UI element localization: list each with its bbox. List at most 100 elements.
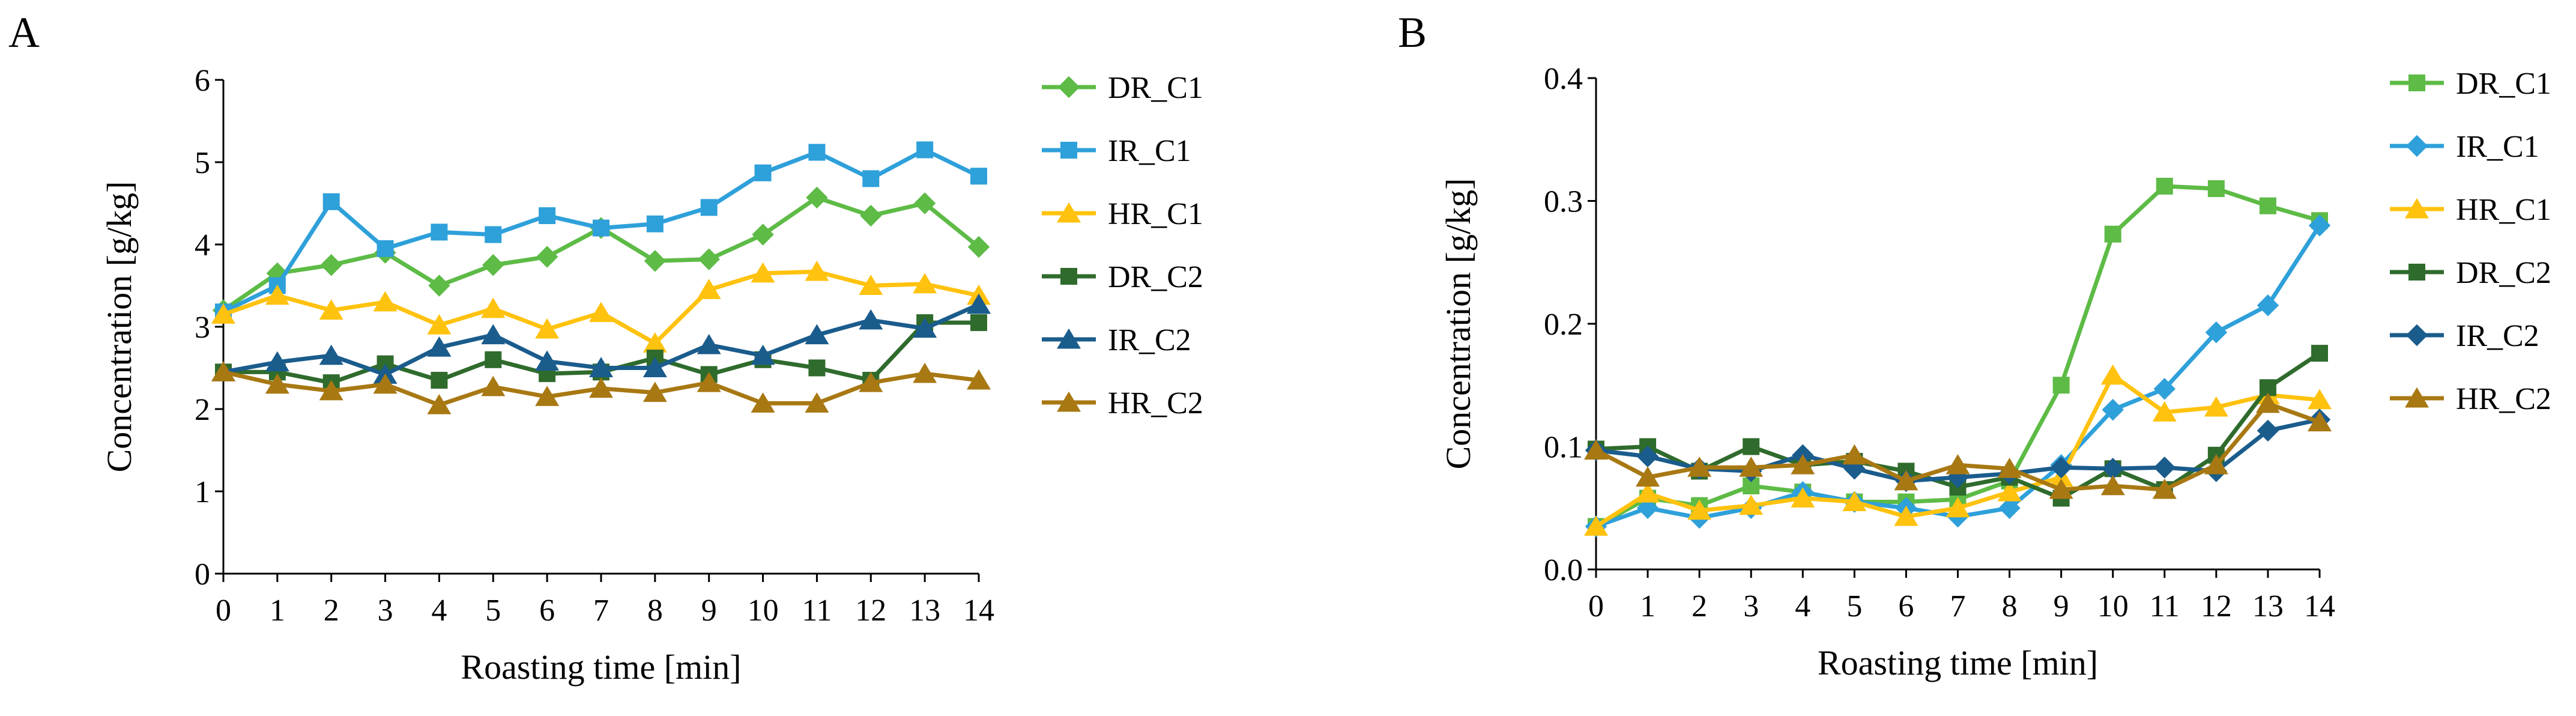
data-point [265,373,289,394]
panel-label: A [8,8,40,56]
x-tick-label: 5 [1846,589,1862,623]
data-point [1791,487,1815,508]
data-point [536,246,558,268]
data-point [428,275,450,297]
legend-label: DR_C2 [1108,260,1203,294]
data-point [319,380,343,401]
data-point [751,392,775,413]
data-point [697,279,721,299]
x-tick-label: 3 [378,593,393,628]
legend-marker [2404,387,2429,408]
data-point [1894,470,1918,491]
data-point [642,332,667,353]
legend-label: DR_C2 [2456,256,2551,290]
data-point [751,344,775,365]
legend-marker [1060,142,1077,159]
data-point [211,361,236,381]
data-point [2308,214,2331,237]
data-point [2307,411,2332,432]
data-point [2204,454,2228,475]
data-point [967,235,990,258]
y-tick-label: 0.2 [1544,308,1583,342]
legend-label: DR_C1 [2456,67,2551,101]
data-point [859,371,883,392]
x-tick-label: 13 [2252,589,2284,623]
data-point [2153,457,2175,479]
legend-marker [1057,76,1080,99]
x-tick-label: 2 [324,593,339,628]
x-tick-label: 0 [216,593,231,628]
legend-label: IR_C2 [2456,319,2539,353]
x-tick-label: 1 [1640,589,1655,623]
x-tick-label: 11 [2150,589,2180,623]
data-point [860,204,882,227]
data-point [646,215,664,232]
data-point [805,392,829,413]
data-point [913,362,937,383]
data-point [2153,378,2175,400]
x-tick-label: 2 [1692,589,1707,623]
data-point [265,284,289,305]
data-point [588,357,614,377]
data-point [2207,180,2225,198]
series-hr-c2 [1583,392,2332,499]
legend-entry: IR_C1 [2390,130,2539,164]
data-point [588,377,614,398]
data-point [2049,478,2073,499]
y-axis-title: Concentration [g/kg] [100,181,139,473]
data-point [593,219,609,237]
legend-entry: HR_C1 [2390,193,2551,227]
x-tick-label: 8 [647,593,663,628]
legend-label: HR_C2 [1108,386,1203,420]
legend-label: IR_C1 [1108,134,1191,168]
legend-entry: HR_C1 [1042,197,1203,231]
data-point [808,144,826,161]
x-axis-title: Roasting time [min] [1818,643,2098,682]
data-point [697,333,721,354]
data-point [535,318,560,339]
data-point [913,273,937,294]
data-point [966,293,991,314]
x-tick-label: 11 [802,593,832,628]
data-point [1636,466,1660,487]
data-point [698,248,720,270]
data-point [2257,419,2279,442]
data-point [1583,515,1609,536]
data-point [1894,505,1918,526]
data-point [2100,475,2125,496]
data-point [265,351,289,372]
data-point [482,254,504,276]
x-tick-label: 10 [748,593,779,628]
x-tick-label: 8 [2002,589,2018,623]
data-point [2204,396,2228,417]
data-point [588,302,614,323]
data-point [1997,481,2022,502]
data-point [481,375,506,396]
y-tick-label: 0.3 [1544,185,1583,219]
legend-marker [1056,391,1081,412]
legend-marker [2408,264,2425,281]
legend-label: DR_C1 [1108,71,1203,105]
legend-marker [2405,135,2428,157]
data-point [211,303,236,324]
data-point [913,192,936,214]
data-point [700,199,718,216]
data-point [970,314,987,332]
x-tick-label: 5 [485,593,501,628]
x-tick-label: 7 [1950,589,1966,623]
data-point [2152,401,2177,422]
x-axis-title: Roasting time [min] [461,648,741,687]
data-point [2100,364,2125,385]
data-point [2052,377,2070,394]
x-tick-label: 6 [1898,589,1914,623]
data-point [1636,445,1659,468]
legend-entry: DR_C2 [2390,256,2551,290]
data-point [1583,439,1609,460]
data-point [2307,389,2332,410]
data-point [966,369,991,390]
data-point [535,350,560,371]
x-tick-label: 9 [2054,589,2069,623]
data-point [2156,177,2173,195]
legend-marker [1060,268,1077,285]
data-point [1946,454,1970,475]
